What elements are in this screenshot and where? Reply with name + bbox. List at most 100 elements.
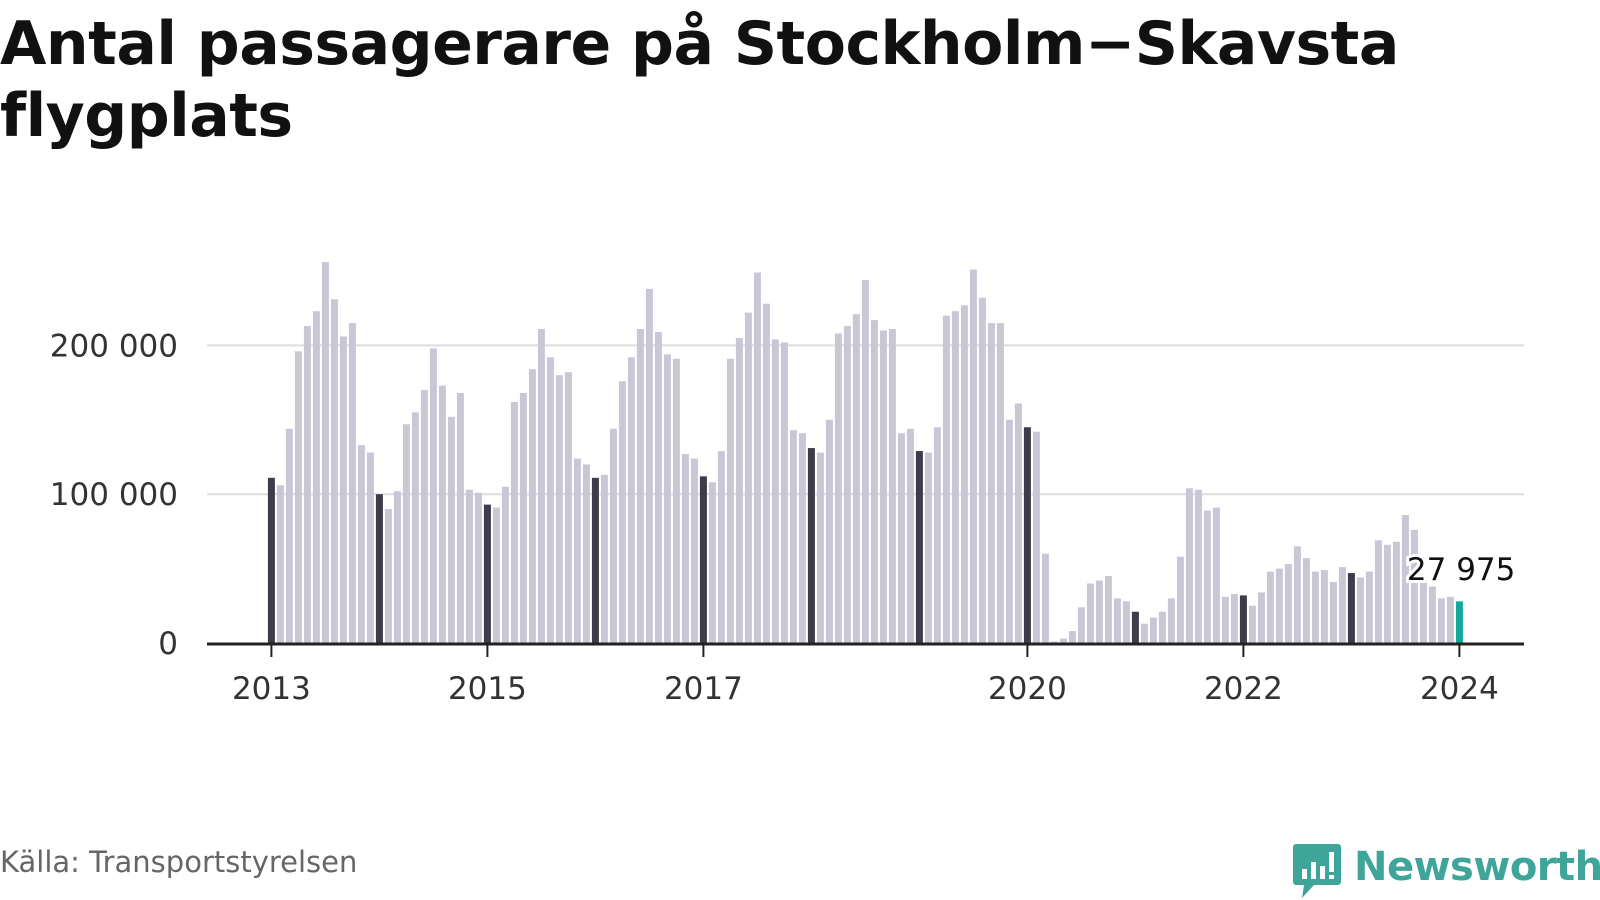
bar[interactable]: [465, 489, 473, 643]
bar[interactable]: [1284, 564, 1292, 643]
bar[interactable]: [411, 412, 419, 643]
bar[interactable]: [447, 416, 455, 643]
bar[interactable]: [1014, 403, 1022, 643]
bar[interactable]: [573, 458, 581, 643]
bar[interactable]: [1149, 617, 1157, 643]
bar[interactable]: [456, 393, 464, 643]
bar[interactable]: [510, 401, 518, 643]
bar[interactable]: [825, 419, 833, 643]
bar[interactable]: [402, 424, 410, 643]
bar[interactable]: [1086, 583, 1094, 643]
bar[interactable]: [1239, 595, 1247, 643]
bar[interactable]: [1032, 431, 1040, 643]
bar[interactable]: [1095, 580, 1103, 644]
bar[interactable]: [717, 451, 725, 643]
bar[interactable]: [609, 428, 617, 643]
bar[interactable]: [978, 297, 986, 643]
bar[interactable]: [1077, 607, 1085, 643]
bar[interactable]: [1194, 489, 1202, 643]
bar[interactable]: [1158, 611, 1166, 643]
bar[interactable]: [267, 477, 275, 643]
bar[interactable]: [1437, 598, 1445, 643]
bar[interactable]: [1248, 605, 1256, 643]
bar[interactable]: [582, 464, 590, 643]
bar[interactable]: [348, 323, 356, 643]
bar[interactable]: [1392, 541, 1400, 643]
bar[interactable]: [816, 452, 824, 643]
bar[interactable]: [744, 312, 752, 643]
bar[interactable]: [627, 357, 635, 643]
bar[interactable]: [321, 262, 329, 643]
bar[interactable]: [276, 485, 284, 643]
bar[interactable]: [1311, 571, 1319, 643]
bar[interactable]: [303, 326, 311, 643]
bar[interactable]: [897, 433, 905, 643]
bar[interactable]: [708, 482, 716, 643]
bar[interactable]: [852, 314, 860, 643]
bar[interactable]: [1005, 419, 1013, 643]
bar[interactable]: [1293, 546, 1301, 643]
bar[interactable]: [1113, 598, 1121, 643]
bar[interactable]: [519, 393, 527, 643]
bar[interactable]: [996, 323, 1004, 643]
bar[interactable]: [1068, 631, 1076, 643]
bar[interactable]: [1374, 540, 1382, 643]
bar[interactable]: [1338, 567, 1346, 643]
bar[interactable]: [375, 494, 383, 643]
bar[interactable]: [1455, 601, 1463, 643]
bar[interactable]: [1167, 598, 1175, 643]
bar[interactable]: [1221, 596, 1229, 643]
bar[interactable]: [1275, 568, 1283, 643]
bar[interactable]: [1041, 553, 1049, 643]
bar[interactable]: [879, 330, 887, 643]
bar[interactable]: [285, 428, 293, 643]
bar[interactable]: [807, 448, 815, 643]
bar[interactable]: [591, 477, 599, 643]
bar[interactable]: [861, 279, 869, 643]
bar[interactable]: [843, 326, 851, 643]
bar[interactable]: [1356, 577, 1364, 643]
bar[interactable]: [1257, 592, 1265, 643]
bar[interactable]: [753, 272, 761, 643]
bar[interactable]: [1266, 571, 1274, 643]
bar[interactable]: [1320, 570, 1328, 643]
bar[interactable]: [1401, 515, 1409, 643]
bar[interactable]: [870, 320, 878, 643]
bar[interactable]: [906, 428, 914, 643]
bar[interactable]: [1446, 596, 1454, 643]
newsworthy-logo[interactable]: Newsworthy: [1292, 842, 1600, 900]
bar[interactable]: [726, 358, 734, 643]
bar[interactable]: [699, 476, 707, 643]
bar[interactable]: [366, 452, 374, 643]
bar[interactable]: [294, 351, 302, 643]
bar[interactable]: [1185, 488, 1193, 643]
bar[interactable]: [1050, 641, 1058, 643]
bar[interactable]: [618, 381, 626, 643]
bar[interactable]: [537, 329, 545, 643]
bar[interactable]: [780, 342, 788, 643]
bar[interactable]: [1410, 529, 1418, 643]
bar[interactable]: [438, 385, 446, 643]
bar[interactable]: [942, 315, 950, 643]
bar[interactable]: [1428, 586, 1436, 643]
bar[interactable]: [771, 339, 779, 643]
bar[interactable]: [393, 491, 401, 643]
bar[interactable]: [987, 323, 995, 643]
bar[interactable]: [555, 375, 563, 643]
bar[interactable]: [735, 337, 743, 643]
bar[interactable]: [546, 357, 554, 643]
bar[interactable]: [834, 333, 842, 644]
bar[interactable]: [483, 504, 491, 643]
bar[interactable]: [672, 358, 680, 643]
bar[interactable]: [951, 311, 959, 643]
bar[interactable]: [474, 492, 482, 643]
bar[interactable]: [888, 329, 896, 643]
bar[interactable]: [645, 288, 653, 643]
bar[interactable]: [312, 311, 320, 643]
bar[interactable]: [1176, 556, 1184, 643]
bar[interactable]: [1122, 601, 1130, 643]
bar[interactable]: [330, 299, 338, 643]
bar[interactable]: [1140, 623, 1148, 643]
bar[interactable]: [969, 269, 977, 643]
bar[interactable]: [528, 369, 536, 643]
